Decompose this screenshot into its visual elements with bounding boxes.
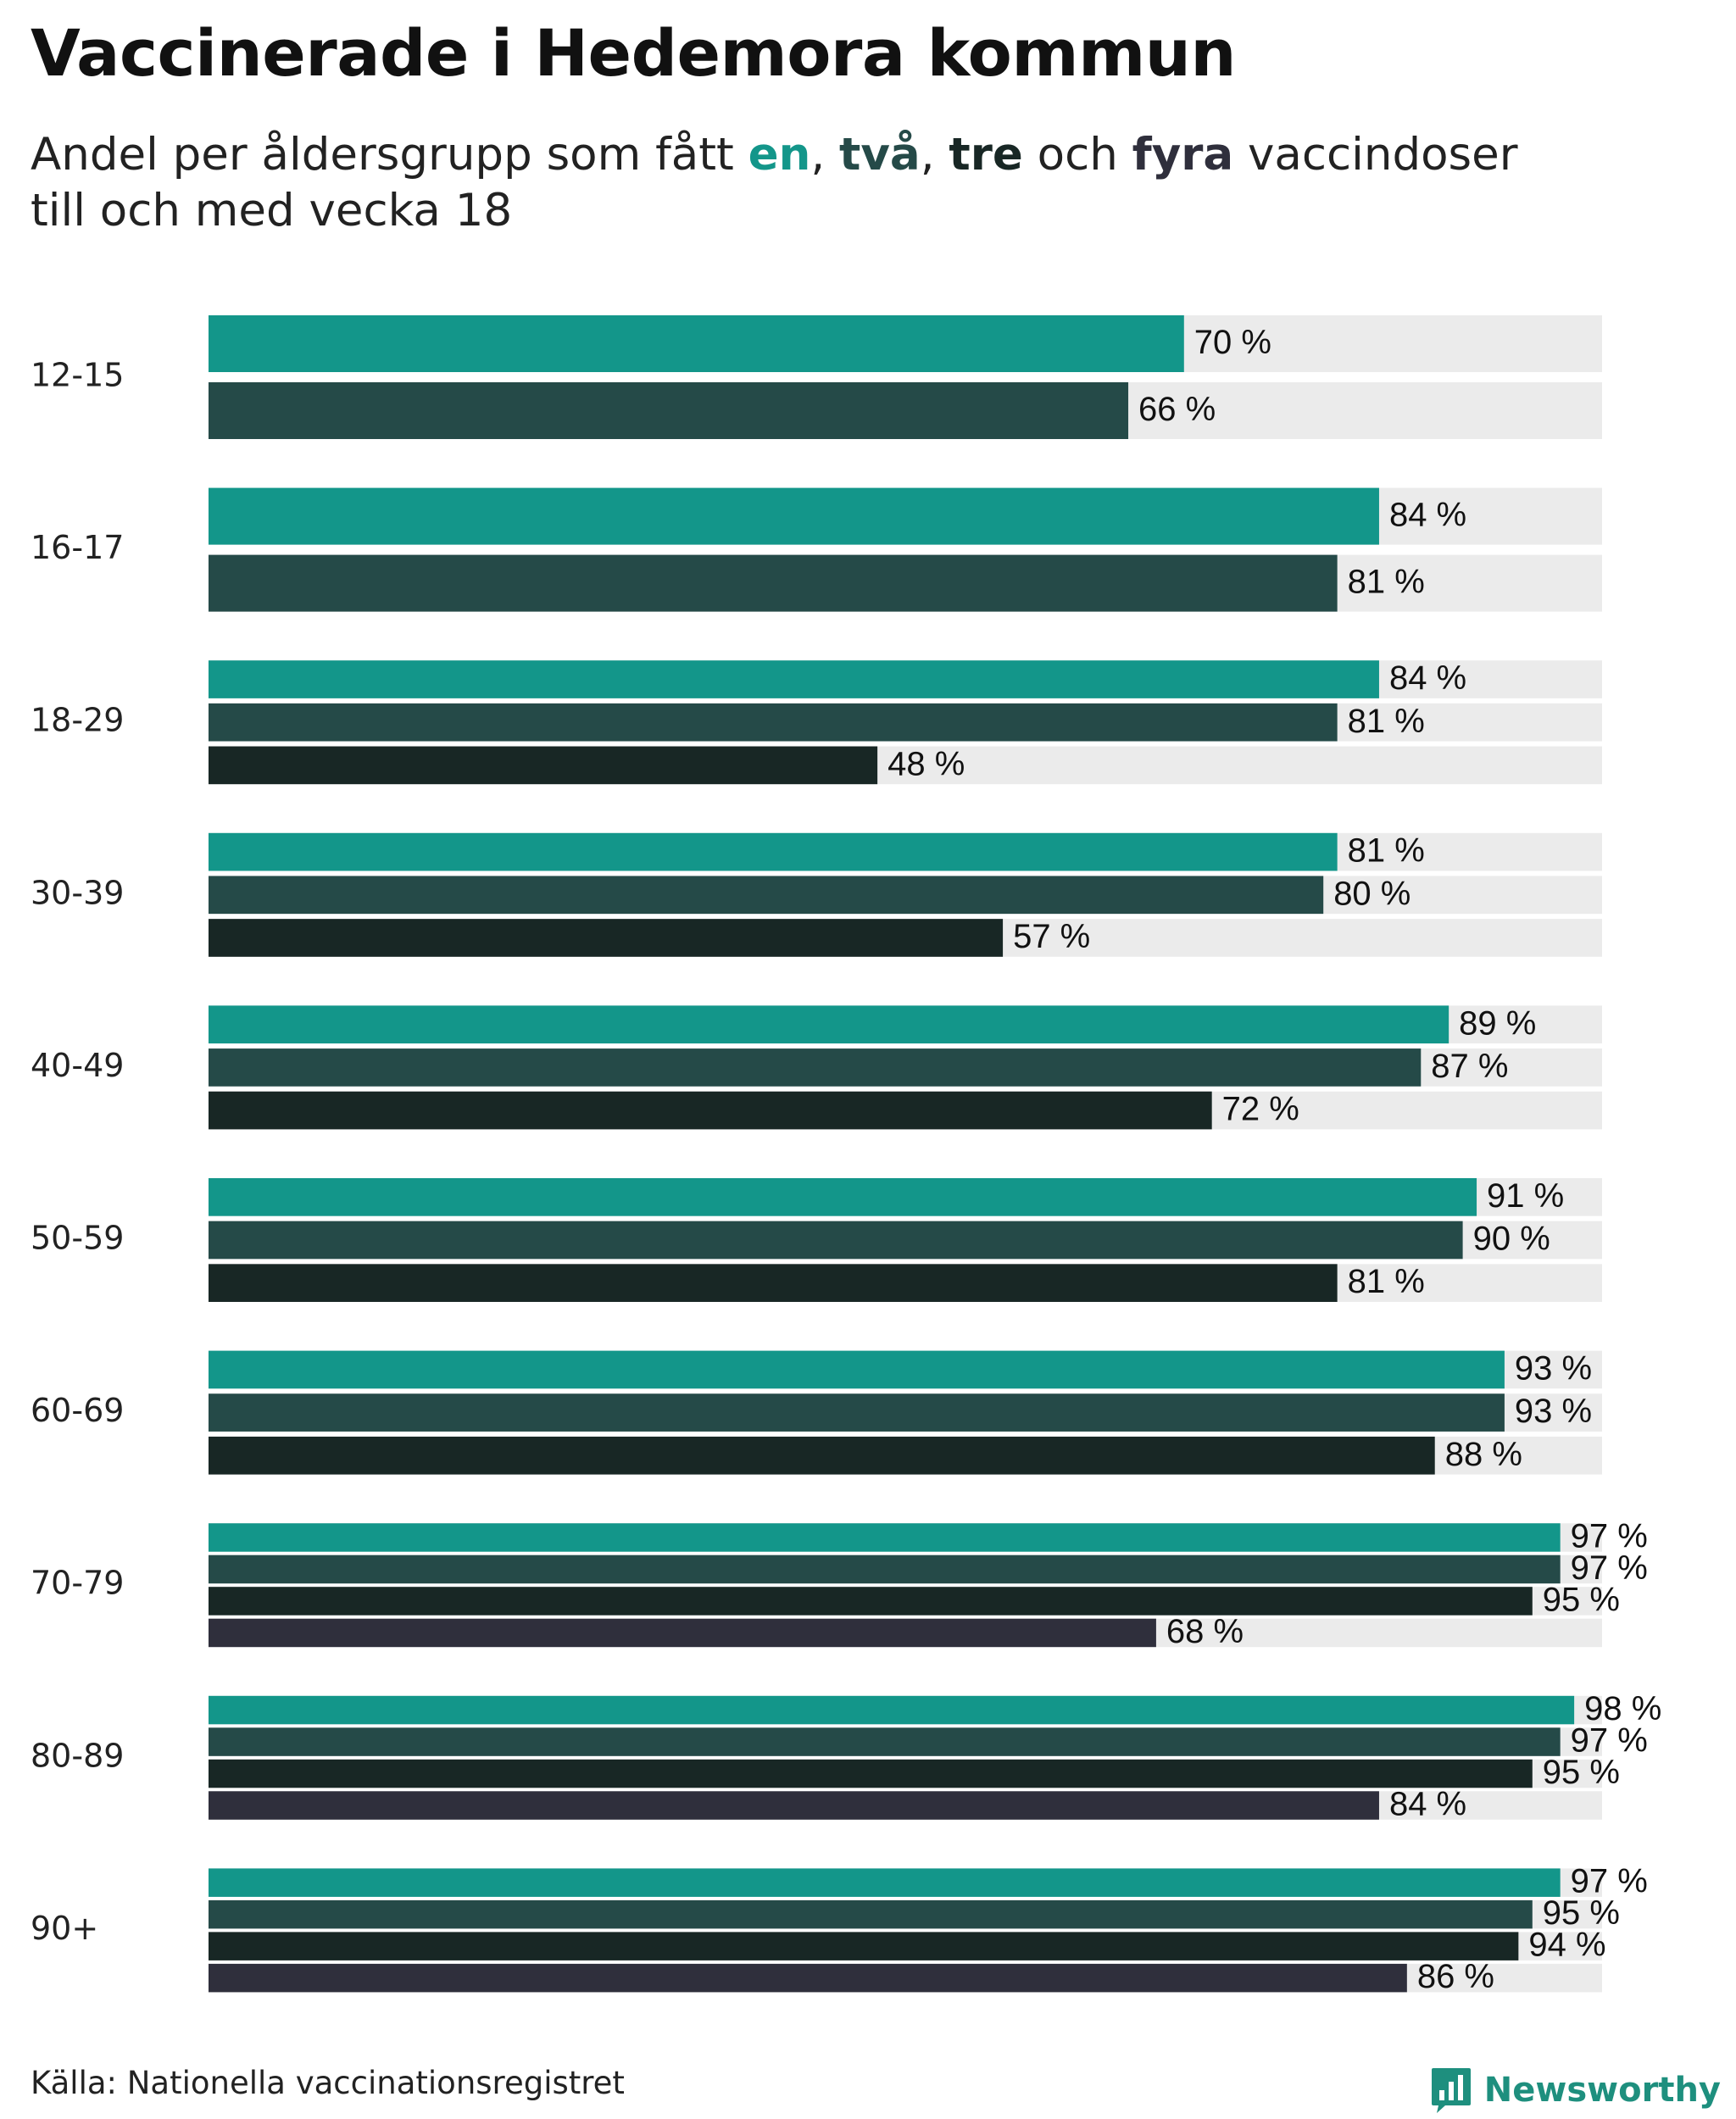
brand-logo: Newsworthy: [1430, 2066, 1721, 2114]
bar-dose-one: [209, 1868, 1561, 1897]
bar-dose-one: [209, 1005, 1449, 1044]
bar-dose-one: [209, 487, 1379, 545]
data-label: 84 %: [1389, 1786, 1466, 1823]
data-label: 84 %: [1389, 659, 1466, 697]
data-label: 68 %: [1166, 1613, 1244, 1650]
bar-dose-two: [209, 703, 1338, 742]
newsworthy-logo-icon: [1431, 2068, 1471, 2113]
data-label: 72 %: [1222, 1091, 1299, 1128]
age-group-30-39: 30-39 81 % 80 % 57 %: [31, 832, 1602, 957]
bar-dose-two: [209, 1554, 1561, 1584]
group-label: 16-17: [31, 529, 124, 566]
age-group-18-29: 18-29 84 % 81 % 48 %: [31, 659, 1602, 785]
subtitle-separator: ,: [920, 129, 949, 181]
data-label: 48 %: [887, 745, 965, 782]
age-group-60-69: 60-69 93 % 93 % 88 %: [31, 1349, 1602, 1475]
data-label: 87 %: [1431, 1048, 1508, 1085]
data-label: 80 %: [1333, 875, 1410, 912]
subtitle-dose-three: tre: [949, 129, 1023, 181]
data-label: 86 %: [1417, 1958, 1494, 1995]
chart-title: Vaccinerade i Hedemora kommun: [31, 15, 1236, 91]
subtitle-dose-four: fyra: [1132, 129, 1234, 181]
bar-dose-two: [209, 554, 1338, 612]
bar-chart: 12-15 70 % 66 % 16-17 84 % 81 % 18-29 84 % 81 % 4…: [31, 315, 1661, 1996]
data-label: 89 %: [1459, 1004, 1536, 1042]
bar-dose-one: [209, 832, 1338, 871]
chart-subtitle: Andel per åldersgrupp som fått en, två, …: [31, 127, 1641, 239]
bar-dose-one: [209, 1178, 1477, 1216]
age-group-90plus: 90+ 97 %95 %94 % 86 %: [31, 1863, 1648, 1996]
data-label: 95 %: [1543, 1582, 1620, 1619]
bar-dose-three: [209, 746, 878, 785]
subtitle-line-two: till och med vecka 18: [31, 185, 513, 236]
data-label: 97 %: [1571, 1863, 1648, 1900]
data-label: 97 %: [1571, 1518, 1648, 1555]
group-label: 50-59: [31, 1220, 124, 1257]
bar-dose-three: [209, 1264, 1338, 1302]
subtitle-prefix: Andel per åldersgrupp som fått: [31, 129, 748, 181]
data-label: 90 %: [1473, 1221, 1550, 1258]
bar-dose-two: [209, 1221, 1463, 1260]
subtitle-separator: ,: [810, 129, 840, 181]
group-label: 40-49: [31, 1047, 124, 1084]
bar-dose-four: [209, 1963, 1407, 1993]
data-label: 97 %: [1571, 1549, 1648, 1587]
group-label: 70-79: [31, 1565, 124, 1602]
data-label: 57 %: [1013, 918, 1090, 955]
group-label: 30-39: [31, 874, 124, 911]
bar-dose-one: [209, 1523, 1561, 1552]
age-group-40-49: 40-49 89 % 87 % 72 %: [31, 1004, 1602, 1130]
group-label: 18-29: [31, 702, 124, 739]
age-group-16-17: 16-17 84 % 81 %: [31, 487, 1602, 612]
data-label: 81 %: [1348, 1263, 1425, 1300]
age-group-50-59: 50-59 91 % 90 % 81 %: [31, 1177, 1602, 1302]
data-label: 81 %: [1348, 832, 1425, 870]
group-label: 60-69: [31, 1392, 124, 1429]
bar-dose-two: [209, 1899, 1533, 1929]
data-label: 98 %: [1584, 1690, 1661, 1727]
data-label: 88 %: [1445, 1436, 1522, 1473]
bar-dose-three: [209, 1091, 1212, 1130]
bar-dose-four: [209, 1618, 1156, 1648]
bar-dose-two: [209, 1727, 1561, 1756]
data-label: 81 %: [1348, 703, 1425, 740]
data-label: 84 %: [1389, 497, 1466, 534]
data-label: 95 %: [1543, 1754, 1620, 1791]
bar-dose-one: [209, 315, 1184, 372]
bar-dose-four: [209, 1791, 1379, 1820]
bar-dose-three: [209, 1436, 1435, 1475]
bar-dose-three: [209, 919, 1004, 957]
bar-dose-two: [209, 1393, 1505, 1432]
age-group-12-15: 12-15 70 % 66 %: [31, 315, 1602, 439]
group-label: 90+: [31, 1910, 98, 1947]
data-label: 97 %: [1571, 1722, 1648, 1760]
bar-dose-three: [209, 1932, 1519, 1960]
bar-dose-one: [209, 1695, 1575, 1725]
age-group-80-89: 80-89 98 %97 %95 % 84 %: [31, 1690, 1661, 1823]
bar-dose-three: [209, 1587, 1533, 1616]
data-label: 81 %: [1348, 564, 1425, 601]
bar-dose-one: [209, 1350, 1505, 1389]
subtitle-dose-one: en: [748, 129, 811, 181]
data-label: 91 %: [1487, 1177, 1564, 1215]
bar-dose-two: [209, 1048, 1422, 1087]
source-note: Källa: Nationella vaccinationsregistret: [31, 2065, 625, 2101]
data-label: 93 %: [1515, 1393, 1592, 1430]
subtitle-dose-two: två: [839, 129, 921, 181]
bar-dose-one: [209, 660, 1379, 698]
brand-name: Newsworthy: [1483, 2071, 1721, 2110]
data-label: 66 %: [1138, 391, 1216, 428]
subtitle-suffix: vaccindoser: [1233, 129, 1518, 181]
group-label: 80-89: [31, 1737, 124, 1774]
data-label: 94 %: [1528, 1927, 1605, 1964]
bar-dose-two: [209, 876, 1324, 915]
data-label: 95 %: [1543, 1894, 1620, 1932]
bar-dose-two: [209, 382, 1129, 439]
bar-dose-three: [209, 1759, 1533, 1788]
subtitle-middle: och: [1022, 129, 1132, 181]
group-label: 12-15: [31, 357, 124, 394]
data-label: 93 %: [1515, 1349, 1592, 1387]
data-label: 70 %: [1194, 324, 1271, 361]
